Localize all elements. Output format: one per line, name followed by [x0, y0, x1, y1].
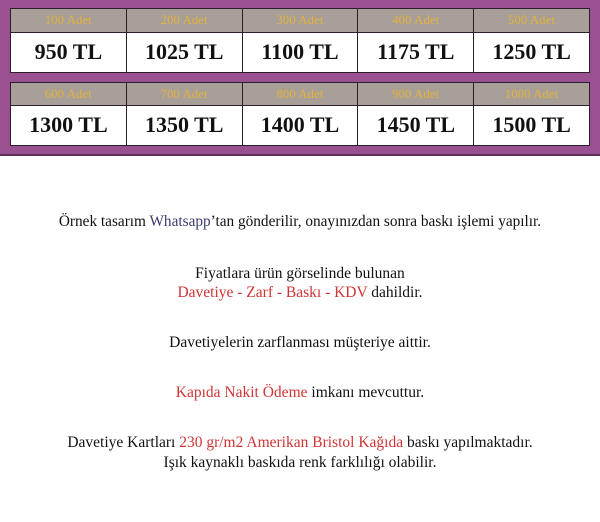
note-3-line-1: Davetiyelerin zarflanması müşteriye aitt…	[169, 334, 431, 352]
price-row-block: 100 Adet 200 Adet 300 Adet 400 Adet 500 …	[10, 8, 590, 73]
price-value-cell: 950 TL	[10, 32, 126, 73]
notes-section: Örnek tasarım Whatsapp’tan gönderilir, o…	[0, 156, 600, 522]
quantity-header-cell: 1000 Adet	[473, 81, 590, 106]
note-2-line-2: Davetiye - Zarf - Baskı - KDV dahildir.	[0, 283, 600, 303]
price-value-cell: 1500 TL	[473, 106, 590, 146]
note-2-line-2-tail: dahildir.	[367, 284, 423, 302]
quantity-header-cell: 400 Adet	[357, 8, 474, 33]
note-envelope-responsibility: Davetiyelerin zarflanması müşteriye aitt…	[0, 333, 600, 353]
price-row-block: 600 Adet 700 Adet 800 Adet 900 Adet 1000…	[10, 81, 590, 146]
price-value-cell: 1350 TL	[125, 106, 242, 146]
quantity-header-cell: 200 Adet	[125, 8, 242, 33]
price-table-panel: 100 Adet 200 Adet 300 Adet 400 Adet 500 …	[0, 0, 600, 156]
note-cash-on-delivery: Kapıda Nakit Ödeme imkanı mevcuttur.	[0, 383, 600, 403]
note-2-included-highlight: Davetiye - Zarf - Baskı - KDV	[177, 284, 368, 302]
quantity-header-cell: 600 Adet	[10, 81, 126, 106]
note-4-payment-highlight: Kapıda Nakit Ödeme	[175, 384, 308, 402]
price-table: 100 Adet 200 Adet 300 Adet 400 Adet 500 …	[10, 8, 590, 146]
quantity-header-cell: 800 Adet	[241, 81, 358, 106]
note-2-line-1: Fiyatlara ürün görselinde bulunan	[195, 264, 405, 282]
note-included-items: Fiyatlara ürün görselinde bulunan Daveti…	[0, 264, 600, 304]
price-value-cell: 1250 TL	[473, 32, 590, 73]
note-5-tail: baskı yapılmaktadır.	[403, 433, 533, 451]
price-value-row: 1300 TL 1350 TL 1400 TL 1450 TL 1500 TL	[10, 106, 590, 146]
note-5-line-1: Davetiye Kartları 230 gr/m2 Amerikan Bri…	[0, 433, 600, 453]
quantity-header-row: 100 Adet 200 Adet 300 Adet 400 Adet 500 …	[10, 8, 590, 33]
price-value-cell: 1175 TL	[357, 32, 474, 73]
note-1-whatsapp-highlight: Whatsapp	[149, 213, 211, 230]
price-value-cell: 1450 TL	[357, 106, 474, 146]
price-value-cell: 1400 TL	[241, 106, 358, 146]
quantity-header-cell: 900 Adet	[357, 81, 474, 106]
note-paper-stock: Davetiye Kartları 230 gr/m2 Amerikan Bri…	[0, 433, 600, 473]
quantity-header-cell: 700 Adet	[125, 81, 242, 106]
note-whatsapp: Örnek tasarım Whatsapp’tan gönderilir, o…	[0, 212, 600, 232]
quantity-header-cell: 100 Adet	[10, 8, 126, 33]
note-5-line-2: Işık kaynaklı baskıda renk farklılığı ol…	[163, 453, 437, 471]
note-4-tail: imkanı mevcuttur.	[307, 384, 425, 402]
price-value-cell: 1300 TL	[10, 106, 126, 146]
quantity-header-cell: 300 Adet	[241, 8, 358, 33]
price-value-cell: 1025 TL	[125, 32, 242, 73]
quantity-header-row: 600 Adet 700 Adet 800 Adet 900 Adet 1000…	[10, 81, 590, 106]
quantity-header-cell: 500 Adet	[473, 8, 590, 33]
price-value-cell: 1100 TL	[241, 32, 358, 73]
price-value-row: 950 TL 1025 TL 1100 TL 1175 TL 1250 TL	[10, 32, 590, 73]
note-1-part-1: Örnek tasarım	[58, 213, 150, 230]
note-1-part-2: ’tan gönderilir, onayınızdan sonra baskı…	[210, 213, 542, 230]
note-5-paper-highlight: 230 gr/m2 Amerikan Bristol Kağıda	[179, 433, 404, 451]
note-5-head: Davetiye Kartları	[67, 433, 180, 451]
